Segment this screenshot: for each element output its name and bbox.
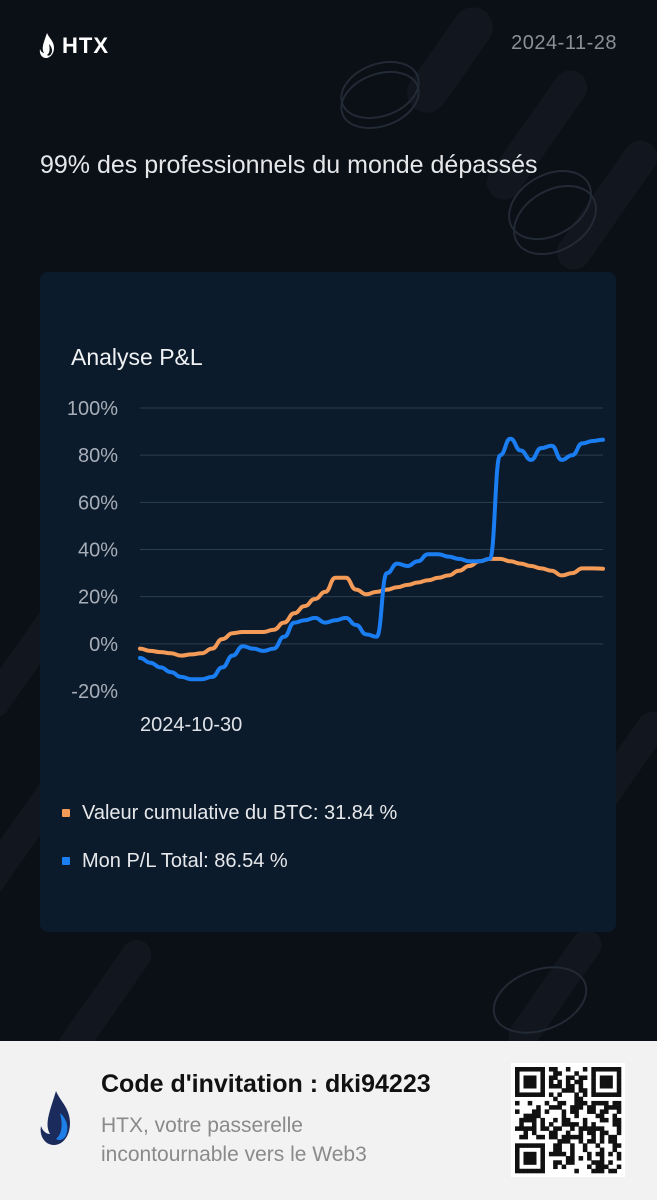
y-tick-label: 60% (78, 492, 118, 514)
y-tick-label: 20% (78, 587, 118, 609)
chart-legend: Valeur cumulative du BTC: 31.84 % Mon P/… (62, 798, 397, 894)
footer-tagline: HTX, votre passerelle incontournable ver… (101, 1114, 367, 1166)
legend-item-mine: Mon P/L Total: 86.54 % (62, 846, 397, 876)
series-line-mine (138, 436, 605, 682)
htx-flame-icon (39, 33, 54, 58)
brand-name: HTX (62, 33, 109, 58)
y-tick-label: 0% (89, 634, 118, 656)
y-tick-label: -20% (71, 681, 118, 703)
y-tick-label: 80% (78, 445, 118, 467)
header: HTX 2024-11-28 (38, 28, 617, 68)
invitation-code: Code d'invitation : dki94223 (101, 1070, 431, 1098)
mine-legend-swatch (62, 857, 70, 865)
legend-label-btc: Valeur cumulative du BTC: 31.84 % (82, 801, 398, 824)
headline: 99% des professionnels du monde dépassés (40, 151, 538, 179)
footer: Code d'invitation : dki94223 HTX, votre … (0, 1041, 657, 1200)
htx-flame-icon (40, 1091, 70, 1145)
y-tick-label: 100% (67, 398, 118, 420)
legend-label-mine: Mon P/L Total: 86.54 % (82, 849, 288, 872)
brand-logo: HTX (38, 28, 109, 64)
series-line-btc (138, 556, 605, 658)
y-tick-label: 40% (78, 540, 118, 562)
qr-code-icon[interactable] (511, 1063, 625, 1177)
pnl-card: 100% 80% 60% 40% 20% 0% -20% 2024-10-30 Analyse… (40, 272, 616, 932)
report-date: 2024-11-28 (511, 32, 617, 54)
pnl-chart: 100% 80% 60% 40% 20% 0% -20% 2024-10-30 (67, 398, 605, 736)
btc-legend-swatch (62, 809, 70, 817)
chart-title: Analyse P&L (71, 344, 203, 370)
legend-item-btc: Valeur cumulative du BTC: 31.84 % (62, 798, 397, 828)
x-tick-label: 2024-10-30 (140, 714, 242, 736)
